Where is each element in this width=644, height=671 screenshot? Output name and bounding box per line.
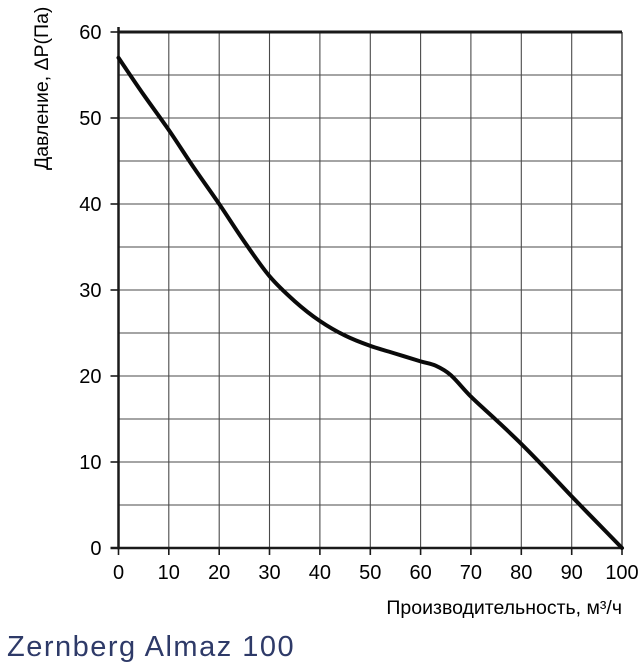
gridlines: [118, 32, 622, 548]
performance-curve: [116, 55, 624, 550]
y-tick-labels: 0 10 20 30 40 50 60: [79, 22, 101, 560]
svg-text:10: 10: [158, 562, 180, 584]
svg-text:50: 50: [79, 108, 101, 130]
x-tick-labels: 0 10 20 30 40 50 60 70 80 90 100: [113, 562, 639, 584]
svg-text:30: 30: [79, 280, 101, 302]
svg-text:30: 30: [258, 562, 280, 584]
pressure-flow-chart: 0 10 20 30 40 50 60 70 80 90 100 0 10 20 30 40 50 60 Про…: [31, 7, 639, 619]
svg-text:80: 80: [510, 562, 532, 584]
product-title: Zernberg Almaz 100: [7, 631, 296, 663]
svg-text:40: 40: [79, 194, 101, 216]
svg-text:60: 60: [409, 562, 431, 584]
svg-text:0: 0: [113, 562, 124, 584]
svg-text:70: 70: [460, 562, 482, 584]
y-axis-title: Давление, ΔP(Па): [31, 7, 53, 170]
svg-text:100: 100: [605, 562, 638, 584]
svg-text:10: 10: [79, 452, 101, 474]
svg-text:50: 50: [359, 562, 381, 584]
svg-text:60: 60: [79, 22, 101, 44]
axis-tick-marks: [110, 31, 623, 555]
x-axis-title: Производительность, м³/ч: [386, 597, 622, 619]
svg-text:40: 40: [309, 562, 331, 584]
svg-text:20: 20: [79, 366, 101, 388]
svg-text:0: 0: [90, 538, 101, 560]
svg-text:90: 90: [561, 562, 583, 584]
svg-text:20: 20: [208, 562, 230, 584]
